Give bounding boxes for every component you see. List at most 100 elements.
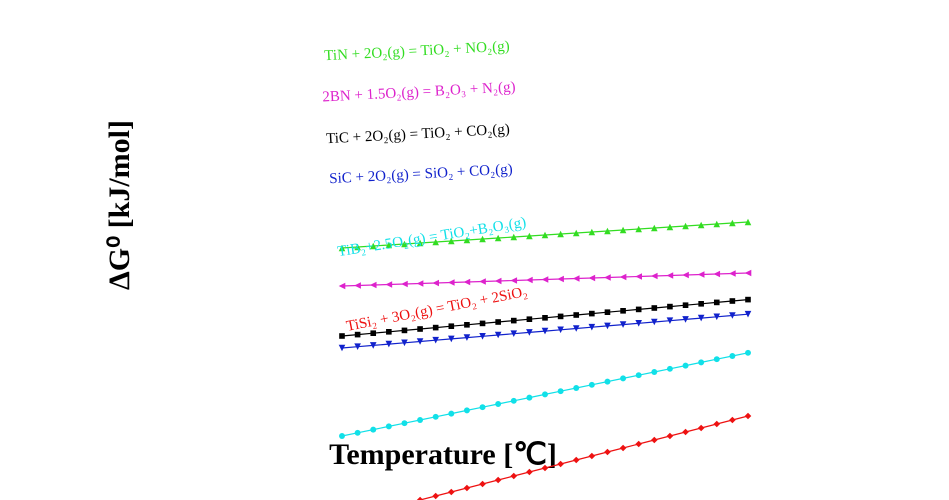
marker: [619, 321, 627, 328]
marker: [713, 313, 721, 321]
marker: [588, 381, 595, 388]
marker: [744, 269, 752, 277]
marker: [589, 310, 595, 317]
marker: [651, 224, 658, 232]
marker: [713, 299, 720, 306]
marker: [479, 480, 486, 488]
marker: [401, 420, 408, 427]
marker: [557, 326, 564, 334]
marker: [479, 404, 486, 411]
marker: [417, 326, 423, 332]
marker: [666, 223, 674, 231]
marker: [729, 270, 736, 277]
marker: [744, 310, 752, 318]
series-label: TiN + 2O₂(g) = TiO₂ + NO₂(g): [324, 39, 510, 65]
marker: [448, 279, 455, 286]
marker: [588, 274, 596, 282]
marker: [338, 344, 346, 352]
marker: [401, 339, 408, 347]
marker: [666, 272, 674, 279]
marker: [386, 328, 392, 335]
marker: [619, 444, 627, 452]
marker: [448, 335, 455, 343]
marker: [354, 243, 361, 251]
marker: [448, 323, 455, 330]
marker: [619, 273, 627, 281]
marker: [385, 281, 393, 288]
marker: [448, 410, 455, 417]
marker: [448, 237, 455, 245]
marker: [713, 270, 721, 278]
marker: [432, 324, 439, 331]
marker: [416, 338, 424, 345]
marker: [572, 275, 580, 282]
marker: [510, 317, 517, 324]
marker: [416, 239, 424, 247]
marker: [666, 432, 674, 440]
marker: [479, 278, 486, 285]
marker: [682, 316, 689, 323]
marker: [651, 272, 658, 280]
marker: [385, 340, 393, 348]
marker: [666, 317, 674, 324]
marker: [432, 336, 439, 344]
marker: [697, 314, 705, 322]
marker: [510, 277, 518, 284]
marker: [526, 329, 533, 336]
marker: [635, 306, 642, 313]
marker: [541, 327, 549, 335]
marker: [682, 271, 689, 279]
marker: [572, 456, 580, 464]
marker: [729, 219, 736, 227]
marker: [557, 388, 564, 395]
marker: [604, 309, 611, 316]
marker: [557, 313, 564, 320]
marker: [526, 276, 533, 284]
marker: [495, 401, 502, 407]
marker: [463, 407, 470, 414]
marker: [526, 232, 533, 240]
marker: [572, 325, 580, 332]
marker: [635, 372, 642, 379]
marker: [635, 225, 642, 233]
marker: [354, 429, 361, 436]
marker: [557, 275, 564, 283]
marker: [370, 426, 377, 433]
marker: [651, 305, 658, 311]
marker: [432, 492, 439, 500]
marker: [494, 277, 502, 285]
marker: [557, 460, 564, 468]
marker: [620, 375, 627, 382]
marker: [697, 221, 705, 229]
marker: [666, 365, 673, 372]
marker: [651, 369, 658, 375]
marker: [713, 220, 721, 228]
marker: [354, 331, 361, 338]
marker: [635, 273, 642, 280]
marker: [495, 319, 501, 325]
marker: [526, 468, 533, 476]
marker: [463, 334, 471, 341]
marker: [588, 228, 596, 236]
marker: [432, 279, 439, 287]
marker: [557, 230, 564, 238]
marker: [619, 226, 627, 234]
marker: [604, 227, 611, 235]
marker: [635, 320, 642, 327]
marker: [370, 330, 377, 337]
marker: [573, 385, 580, 391]
marker: [697, 271, 705, 278]
marker: [338, 282, 346, 290]
marker: [494, 234, 502, 242]
marker: [604, 378, 611, 385]
marker: [479, 320, 486, 327]
marker: [667, 303, 673, 310]
marker: [464, 321, 470, 328]
y-axis-title: ΔG⁰ [kJ/mol]: [103, 120, 136, 290]
marker: [729, 416, 736, 424]
marker: [494, 476, 502, 484]
marker: [526, 316, 533, 323]
marker: [369, 281, 377, 289]
